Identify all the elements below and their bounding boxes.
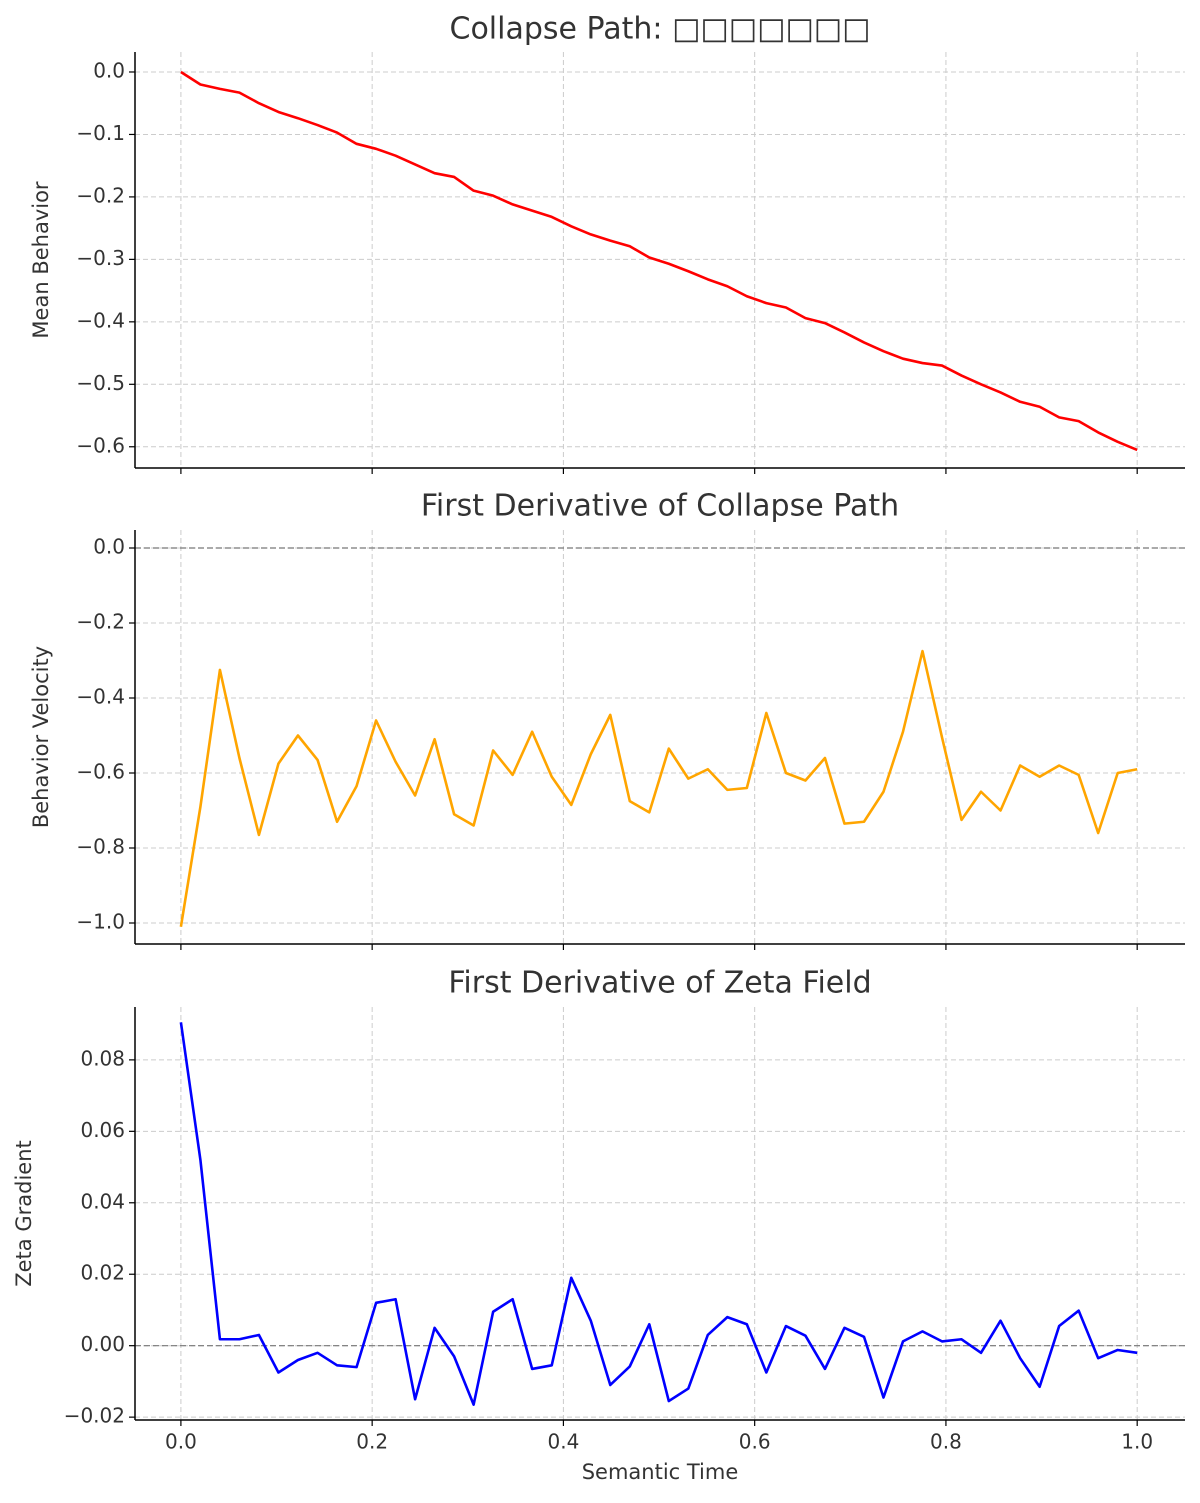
y-axis-label: Behavior Velocity (29, 646, 53, 828)
x-tick-label: 0.8 (930, 1430, 962, 1454)
y-tick-label: 0.00 (80, 1332, 125, 1356)
chart-title: First Derivative of Collapse Path (421, 489, 899, 524)
x-axis-label: Semantic Time (582, 1460, 739, 1484)
y-tick-label: −0.4 (76, 685, 125, 709)
y-tick-label: −1.0 (76, 910, 125, 934)
data-line (180, 70, 1138, 452)
y-tick-label: 0.0 (93, 58, 125, 82)
chart-title: First Derivative of Zeta Field (448, 966, 871, 1001)
x-tick-label: 1.0 (1121, 1430, 1153, 1454)
y-tick-label: −0.6 (76, 760, 125, 784)
y-tick-label: 0.02 (80, 1261, 125, 1285)
y-tick-label: −0.1 (76, 121, 125, 145)
y-tick-label: −0.3 (76, 246, 125, 270)
y-tick-label: −0.5 (76, 371, 125, 395)
y-tick-label: −0.2 (76, 610, 125, 634)
data-line (179, 649, 1138, 927)
data-line (179, 1022, 1138, 1406)
y-tick-label: −0.6 (76, 433, 125, 457)
x-tick-label: 0.0 (165, 1430, 197, 1454)
y-axis-label: Mean Behavior (29, 181, 53, 339)
y-tick-label: 0.04 (80, 1189, 125, 1213)
chart-title: Collapse Path: □□□□□□□ (450, 12, 871, 47)
y-tick-label: −0.4 (76, 308, 125, 332)
y-tick-label: 0.06 (80, 1118, 125, 1142)
y-tick-label: 0.08 (80, 1046, 125, 1070)
x-tick-label: 0.6 (739, 1430, 771, 1454)
y-axis-label: Zeta Gradient (12, 1140, 36, 1287)
y-tick-label: −0.02 (64, 1404, 125, 1428)
y-tick-label: −0.8 (76, 835, 125, 859)
y-tick-label: 0.0 (93, 535, 125, 559)
x-tick-label: 0.4 (548, 1430, 580, 1454)
y-tick-label: −0.2 (76, 183, 125, 207)
x-tick-label: 0.2 (356, 1430, 388, 1454)
